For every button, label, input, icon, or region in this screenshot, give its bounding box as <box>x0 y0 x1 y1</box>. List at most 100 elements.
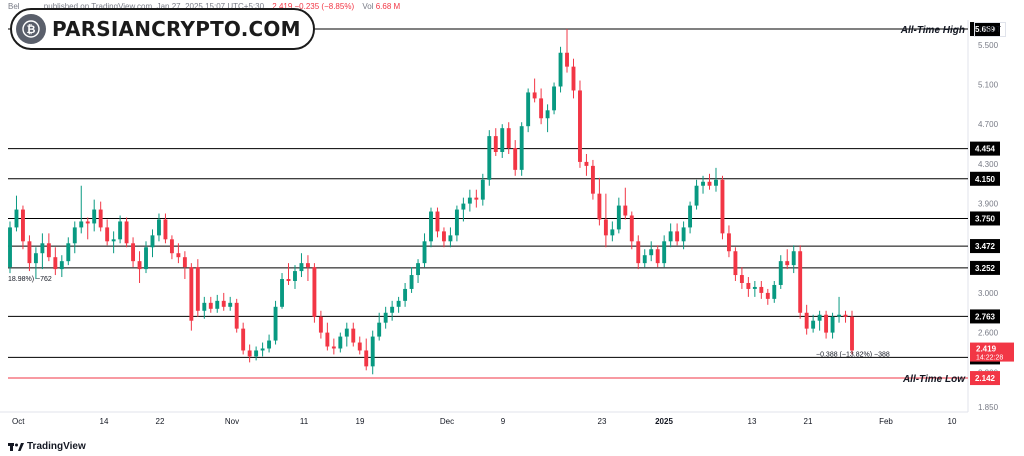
candle-body <box>357 342 362 351</box>
candle-body <box>422 241 427 264</box>
candle-body <box>487 136 492 180</box>
price-tick-label: 3.000 <box>978 289 999 298</box>
level-price-tag <box>970 371 1000 386</box>
candle-body <box>493 136 498 152</box>
time-tick-label: 23 <box>598 417 607 426</box>
candle-body <box>396 300 401 307</box>
watermark-badge: ₿ PARSIANCRYPTO.COM <box>10 8 315 50</box>
candle-body <box>811 320 816 329</box>
candle-body <box>798 251 803 313</box>
candle-body <box>442 231 446 242</box>
candle-body <box>830 316 835 333</box>
level-price-label: 2.142 <box>975 374 996 383</box>
current-price-label: 2.419 <box>976 345 997 354</box>
candle-body <box>578 90 582 162</box>
current-price-tag <box>970 342 1014 362</box>
bar-countdown-label: 14:22:28 <box>976 355 1003 362</box>
level-price-label: 3.472 <box>975 242 996 251</box>
candle-body <box>584 161 589 166</box>
candle-body <box>739 275 744 283</box>
price-tick-label: 3.900 <box>978 200 999 209</box>
candle-body <box>234 302 239 329</box>
time-tick-label: 22 <box>156 417 165 426</box>
candle-body <box>707 181 712 186</box>
candle-body <box>195 267 200 311</box>
candle-body <box>772 284 777 299</box>
candle-body <box>791 251 796 266</box>
candle-body <box>429 211 433 242</box>
candle-body <box>176 253 181 258</box>
svg-text:₿: ₿ <box>27 23 36 36</box>
candle-body <box>377 322 382 337</box>
candle-body <box>318 316 323 333</box>
candle-body <box>565 52 569 67</box>
candle-body <box>344 328 349 337</box>
candle-body <box>526 92 531 127</box>
measure-left-label: 18.98%) −762 <box>8 276 52 283</box>
candle-body <box>40 243 45 254</box>
level-price-label: 4.150 <box>975 175 996 184</box>
candle-body <box>467 197 472 204</box>
level-price-tag <box>970 239 1000 254</box>
candle-body <box>53 257 58 270</box>
tradingview-brand[interactable]: TradingView <box>8 441 86 452</box>
candle-body <box>260 348 265 351</box>
time-tick-label: Dec <box>440 417 454 426</box>
time-axis[interactable]: Oct 14 22 Nov 11 19 Dec 9 23 2025 13 21 Feb 10 <box>0 411 968 426</box>
candle-body <box>124 221 129 244</box>
candle-body <box>305 263 310 268</box>
time-tick-label: 11 <box>300 417 309 426</box>
candle-body <box>208 302 213 309</box>
candle-body <box>850 316 854 351</box>
candle-body <box>701 181 705 186</box>
candle-body <box>558 52 563 87</box>
candle-body <box>843 314 848 317</box>
currency-unit-label[interactable]: USDT <box>974 22 1006 37</box>
candle-body <box>571 66 576 91</box>
level-price-tag <box>970 141 1000 156</box>
candle-body <box>118 221 123 240</box>
time-tick-label: 19 <box>356 417 365 426</box>
time-tick-label: 2025 <box>655 417 673 426</box>
candle-body <box>137 261 142 270</box>
candle-body <box>131 243 136 262</box>
candle-body <box>616 205 621 230</box>
candle-body <box>461 203 466 210</box>
candle-body <box>720 179 725 234</box>
candle-body <box>662 241 667 264</box>
candle-body <box>668 231 673 242</box>
candle-body <box>545 110 550 119</box>
candle-body <box>837 314 841 317</box>
candle-body <box>688 205 693 228</box>
level-price-tag <box>970 211 1000 226</box>
candle-body <box>247 350 252 357</box>
candle-body <box>390 306 395 313</box>
candle-body <box>163 219 168 240</box>
time-tick-label: 21 <box>804 417 813 426</box>
candle-body <box>293 271 297 282</box>
candle-body <box>454 209 459 236</box>
candle-body <box>759 286 764 293</box>
time-tick-label: Feb <box>879 417 893 426</box>
candle-body <box>150 235 155 248</box>
candle-body <box>519 126 524 170</box>
candle-body <box>778 261 783 285</box>
level-annotation: All-Time High <box>900 25 965 36</box>
candle-body <box>312 267 317 317</box>
candle-body <box>299 263 304 272</box>
level-annotation: All-Time Low <box>902 374 966 385</box>
candle-body <box>416 263 420 276</box>
candle-body <box>474 197 479 200</box>
candle-body <box>681 227 686 242</box>
candle-body <box>610 229 615 236</box>
candle-body <box>804 312 809 329</box>
candle-body <box>182 257 187 268</box>
time-tick-label: 10 <box>948 417 957 426</box>
candle-body <box>506 128 511 149</box>
price-tick-label: 4.300 <box>978 160 999 169</box>
level-price-tag <box>970 171 1000 186</box>
candle-body <box>765 292 770 299</box>
candle-body <box>228 302 233 307</box>
